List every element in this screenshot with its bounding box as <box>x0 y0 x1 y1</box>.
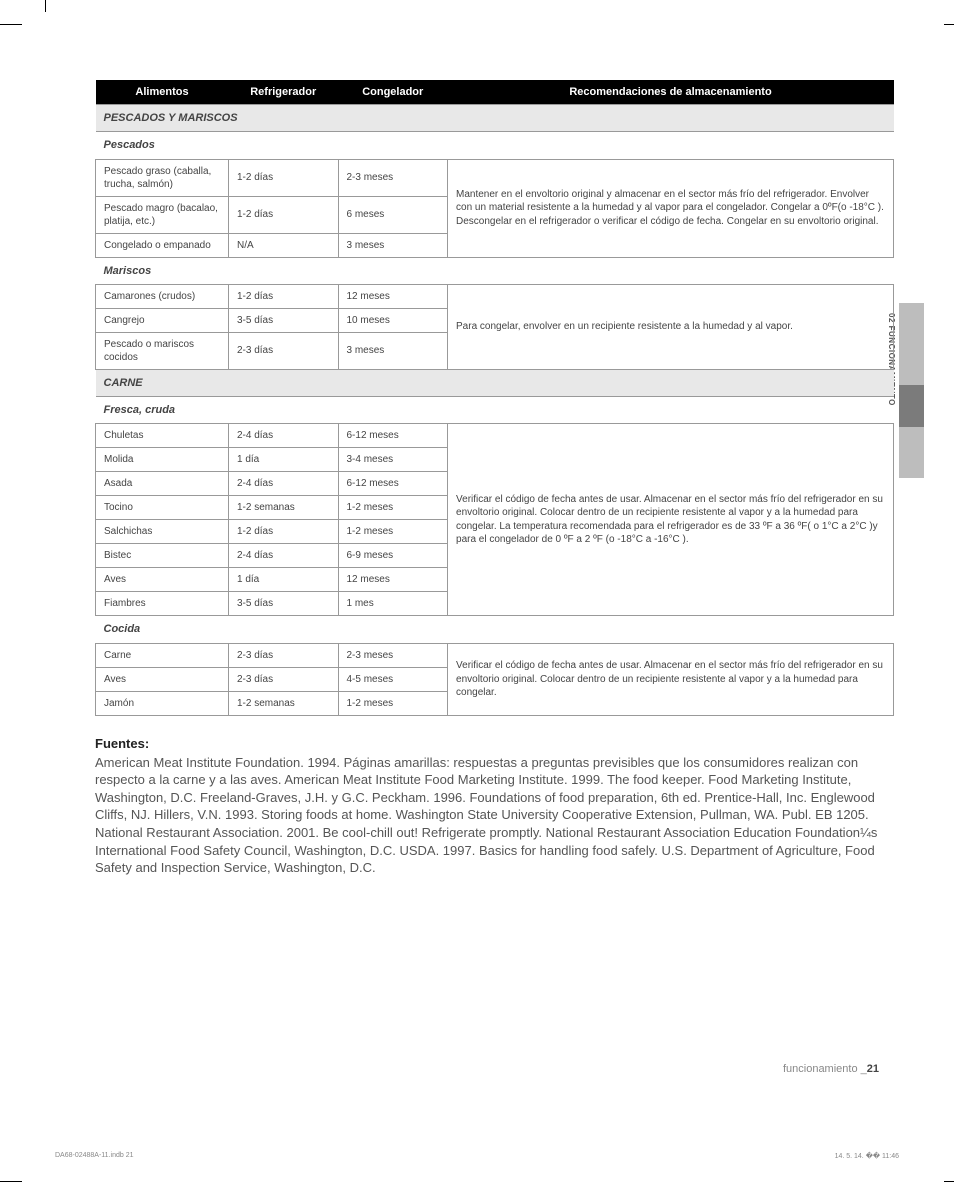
subsection-title: Cocida <box>96 616 894 643</box>
recommendation-cell: Para congelar, envolver en un recipiente… <box>448 284 894 369</box>
sources-body: American Meat Institute Foundation. 1994… <box>95 754 894 877</box>
page-footer: funcionamiento _21 <box>783 1063 879 1075</box>
sources-title: Fuentes: <box>95 736 894 751</box>
print-date: 14. 5. 14. �� 11:46 <box>835 1152 899 1160</box>
table-row: Carne 2-3 días 2-3 meses Verificar el có… <box>96 643 894 667</box>
table-row: Camarones (crudos) 1-2 días 12 meses Par… <box>96 284 894 308</box>
subsection-title: Pescados <box>96 132 894 159</box>
subsection-title: Mariscos <box>96 257 894 284</box>
header-fridge: Refrigerador <box>228 80 338 105</box>
table-row: Pescado graso (caballa, trucha, salmón) … <box>96 159 894 196</box>
recommendation-cell: Verificar el código de fecha antes de us… <box>448 424 894 616</box>
recommendation-cell: Mantener en el envoltorio original y alm… <box>448 159 894 257</box>
recommendation-cell: Verificar el código de fecha antes de us… <box>448 643 894 715</box>
print-file: DA68-02488A-11.indb 21 <box>55 1152 133 1160</box>
print-footer: DA68-02488A-11.indb 21 14. 5. 14. �� 11:… <box>55 1152 899 1160</box>
section-title: PESCADOS Y MARISCOS <box>96 105 894 132</box>
sources-section: Fuentes: American Meat Institute Foundat… <box>95 736 894 877</box>
table-row: Chuletas 2-4 días 6-12 meses Verificar e… <box>96 424 894 448</box>
storage-table: Alimentos Refrigerador Congelador Recome… <box>95 80 894 716</box>
subsection-title: Fresca, cruda <box>96 397 894 424</box>
header-food: Alimentos <box>96 80 229 105</box>
section-title: CARNE <box>96 369 894 396</box>
header-freezer: Congelador <box>338 80 448 105</box>
page-content: Alimentos Refrigerador Congelador Recome… <box>0 0 954 917</box>
header-rec: Recomendaciones de almacenamiento <box>448 80 894 105</box>
